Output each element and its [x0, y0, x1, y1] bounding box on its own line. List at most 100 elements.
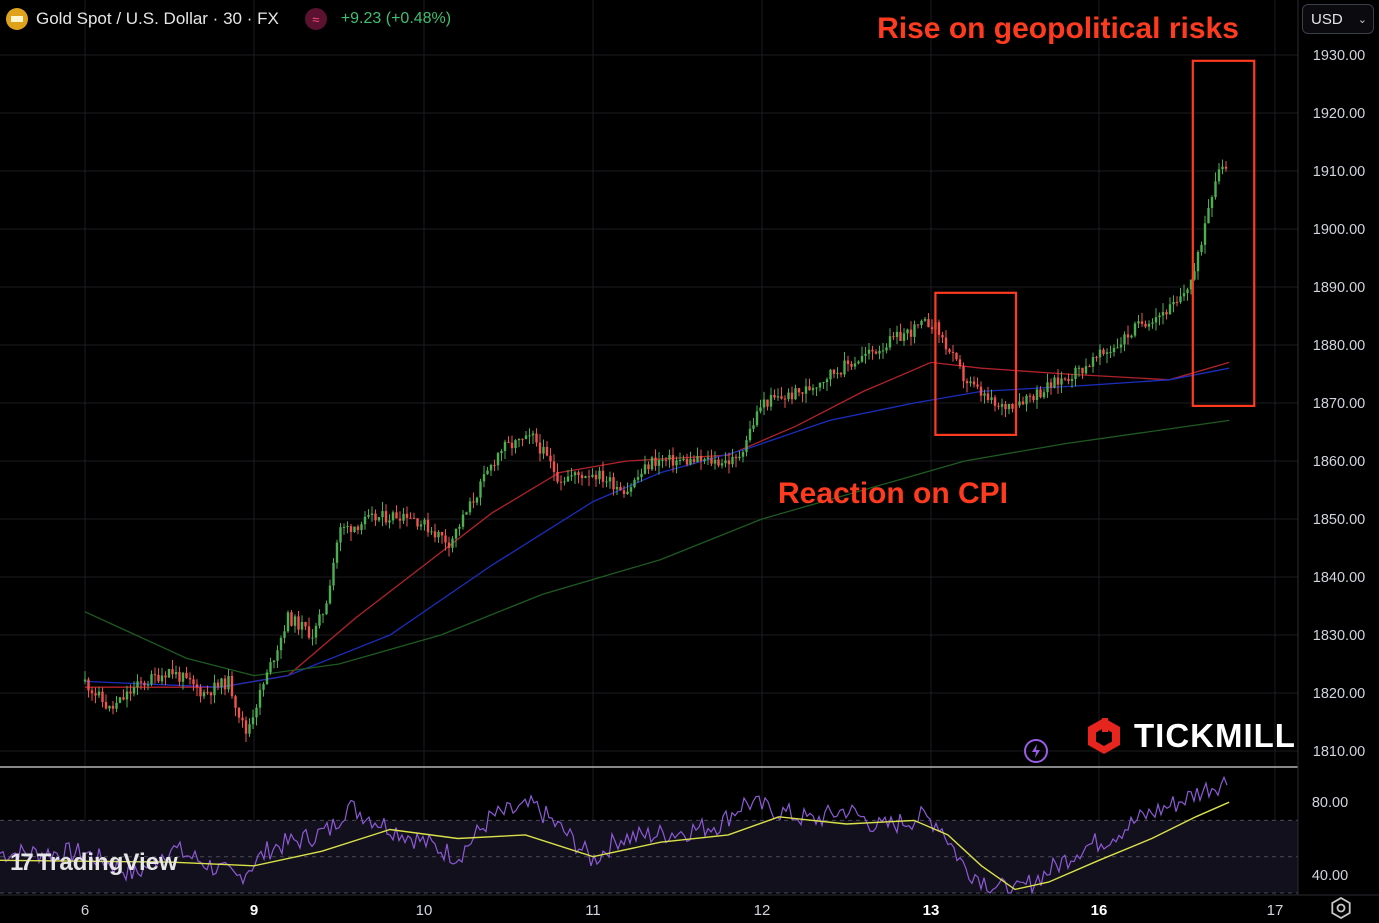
- candle-body: [801, 392, 804, 394]
- price-change: +9.23 (+0.48%): [340, 10, 452, 27]
- candle-body: [223, 678, 227, 690]
- candle-body: [825, 379, 829, 383]
- candle-body: [811, 388, 815, 391]
- candle-body: [881, 350, 885, 352]
- rsi-line: [0, 775, 1228, 895]
- candle-body: [1035, 389, 1039, 400]
- candle-body: [619, 486, 622, 491]
- candle-body: [465, 512, 468, 515]
- candle-body: [444, 535, 447, 543]
- candle-body: [118, 697, 122, 703]
- candle-body: [1210, 197, 1214, 208]
- price-tick-label: 1830.00: [1313, 628, 1365, 644]
- candle-body: [360, 524, 363, 530]
- candle-body: [496, 453, 500, 466]
- candle-body: [94, 693, 97, 696]
- candle-body: [279, 637, 283, 651]
- candle-body: [1074, 367, 1077, 379]
- candle-body: [1039, 389, 1042, 398]
- candle-body: [139, 681, 143, 683]
- candle-body: [682, 458, 685, 460]
- candle-body: [860, 355, 864, 362]
- annotation-boxes: [934, 59, 1256, 436]
- candle-body: [888, 336, 892, 348]
- candle-body: [276, 650, 279, 661]
- candle-body: [314, 625, 318, 638]
- candle-body: [241, 717, 244, 721]
- candle-body: [1193, 271, 1196, 280]
- candle-body: [885, 347, 888, 351]
- candle-body: [1224, 166, 1228, 169]
- candle-body: [293, 616, 297, 626]
- candle-body: [311, 637, 314, 639]
- candle-body: [1112, 348, 1116, 353]
- candle-body: [174, 671, 178, 675]
- candle-body: [622, 490, 626, 495]
- candle-body: [1011, 404, 1014, 409]
- candle-body: [965, 381, 969, 384]
- candle-body: [531, 433, 535, 436]
- candle-body: [507, 441, 510, 443]
- candle-body: [195, 684, 199, 688]
- candle-body: [556, 471, 559, 482]
- candle-body: [1182, 293, 1186, 297]
- time-tick-label: 6: [81, 902, 89, 919]
- candle-body: [797, 388, 801, 393]
- candle-body: [178, 671, 181, 682]
- candle-body: [1140, 321, 1144, 324]
- rsi-tick-label: 80.00: [1312, 795, 1348, 811]
- candles: [83, 159, 1228, 743]
- symbol-header[interactable]: Gold Spot / U.S. Dollar · 30 · FX ≈ +9.2…: [6, 6, 451, 32]
- candle-body: [787, 392, 790, 400]
- candle-body: [262, 684, 265, 690]
- rsi-tick-label: 40.00: [1312, 868, 1348, 884]
- candle-body: [559, 481, 563, 483]
- candle-body: [895, 331, 899, 338]
- candle-body: [580, 474, 584, 479]
- candle-body: [349, 526, 353, 532]
- candle-body: [405, 513, 409, 518]
- tradingview-wordmark: TradingView: [36, 849, 178, 876]
- candle-body: [892, 336, 895, 338]
- candle-body: [577, 472, 580, 475]
- currency-value: USD: [1311, 10, 1343, 28]
- candle-body: [1207, 207, 1210, 224]
- time-tick-label: 16: [1091, 902, 1108, 919]
- candle-body: [1091, 357, 1095, 367]
- candle-body: [213, 682, 216, 696]
- lightning-icon[interactable]: [1023, 738, 1049, 764]
- chart-grid: [0, 0, 1298, 895]
- candle-body: [591, 474, 594, 477]
- candle-body: [584, 476, 587, 479]
- candle-body: [762, 399, 766, 408]
- currency-select[interactable]: USD ⌄: [1302, 4, 1374, 34]
- wave-icon[interactable]: ≈: [304, 8, 327, 30]
- candle-body: [846, 360, 850, 364]
- candle-body: [1067, 378, 1070, 381]
- candle-body: [398, 518, 402, 521]
- candle-body: [419, 524, 423, 527]
- moving-averages: [84, 361, 1230, 688]
- moving-average-ma_mid: [84, 367, 1230, 688]
- candle-body: [475, 497, 479, 503]
- candle-body: [1109, 352, 1112, 354]
- candle-body: [857, 361, 860, 364]
- candle-body: [573, 472, 577, 476]
- candle-body: [843, 360, 846, 375]
- candle-body: [818, 382, 822, 388]
- candle-body: [969, 381, 972, 384]
- candle-body: [468, 501, 472, 513]
- candle-body: [671, 455, 675, 466]
- candle-body: [542, 446, 545, 454]
- candle-body: [346, 526, 349, 528]
- candle-body: [958, 359, 962, 367]
- candle-body: [181, 672, 185, 682]
- candle-body: [258, 689, 262, 708]
- candle-body: [1172, 302, 1175, 305]
- candle-body: [1154, 317, 1158, 323]
- candle-body: [1000, 404, 1004, 407]
- candle-body: [321, 614, 325, 616]
- annotation-box-rally: [1191, 59, 1256, 408]
- settings-icon[interactable]: [1330, 897, 1352, 919]
